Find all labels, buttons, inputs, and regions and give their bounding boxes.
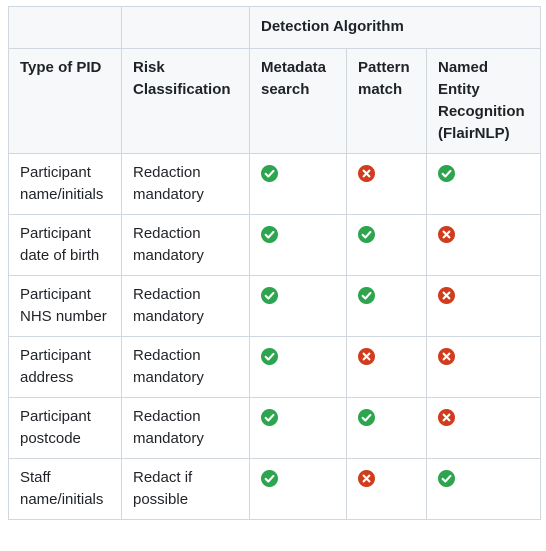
header-type-of-pid: Type of PID [8,48,122,154]
pattern-match-cell [346,153,427,215]
pid-detection-table: Detection Algorithm Type of PID Risk Cla… [8,6,542,520]
check-circle-icon [261,165,278,182]
cross-circle-icon [438,348,455,365]
header-named-entity-recognition: Named Entity Recognition (FlairNLP) [425,48,542,154]
metadata-search-cell [249,336,347,398]
pattern-match-cell [346,336,427,398]
check-circle-icon [438,165,455,182]
table-row: Participant date of birth Redaction manda… [8,214,542,276]
table-row: Participant name/initials Redaction manda… [8,153,542,215]
table-row: Participant address Redaction mandatory [8,336,542,398]
pid-type-cell: Staff name/initials [8,458,122,520]
pattern-match-cell [346,275,427,337]
metadata-search-cell [249,214,347,276]
risk-classification-cell: Redact if possible [121,458,250,520]
metadata-search-cell [249,458,347,520]
risk-classification-cell: Redaction mandatory [121,275,250,337]
ner-cell [425,214,542,276]
pid-type-cell: Participant NHS number [8,275,122,337]
check-circle-icon [261,287,278,304]
risk-classification-cell: Redaction mandatory [121,397,250,459]
pattern-match-cell [346,214,427,276]
header-metadata-search: Metadata search [249,48,347,154]
pid-type-cell: Participant date of birth [8,214,122,276]
risk-classification-cell: Redaction mandatory [121,336,250,398]
header-pattern-match: Pattern match [346,48,427,154]
ner-cell [425,336,542,398]
pid-type-cell: Participant postcode [8,397,122,459]
risk-classification-cell: Redaction mandatory [121,153,250,215]
check-circle-icon [261,470,278,487]
pattern-match-cell [346,458,427,520]
table-row: Participant NHS number Redaction mandator… [8,275,542,337]
cross-circle-icon [438,409,455,426]
cross-circle-icon [358,165,375,182]
check-circle-icon [358,287,375,304]
pattern-match-cell [346,397,427,459]
metadata-search-cell [249,397,347,459]
pid-type-cell: Participant name/initials [8,153,122,215]
header-empty-cell [121,6,250,49]
table-row: Participant postcode Redaction mandatory [8,397,542,459]
cross-circle-icon [358,470,375,487]
metadata-search-cell [249,275,347,337]
header-empty-cell [8,6,122,49]
check-circle-icon [438,470,455,487]
risk-classification-cell: Redaction mandatory [121,214,250,276]
check-circle-icon [261,226,278,243]
metadata-search-cell [249,153,347,215]
check-circle-icon [261,348,278,365]
check-circle-icon [358,226,375,243]
cross-circle-icon [358,348,375,365]
check-circle-icon [358,409,375,426]
ner-cell [425,275,542,337]
pid-type-cell: Participant address [8,336,122,398]
cross-circle-icon [438,226,455,243]
header-row-group: Detection Algorithm [8,6,542,49]
table-row: Staff name/initials Redact if possible [8,458,542,520]
header-row-columns: Type of PID Risk Classification Metadata… [8,48,542,154]
table-body: Participant name/initials Redaction manda… [8,153,542,520]
cross-circle-icon [438,287,455,304]
header-risk-classification: Risk Classification [121,48,250,154]
check-circle-icon [261,409,278,426]
ner-cell [425,153,542,215]
header-detection-algorithm: Detection Algorithm [248,6,542,49]
ner-cell [425,397,542,459]
ner-cell [425,458,542,520]
